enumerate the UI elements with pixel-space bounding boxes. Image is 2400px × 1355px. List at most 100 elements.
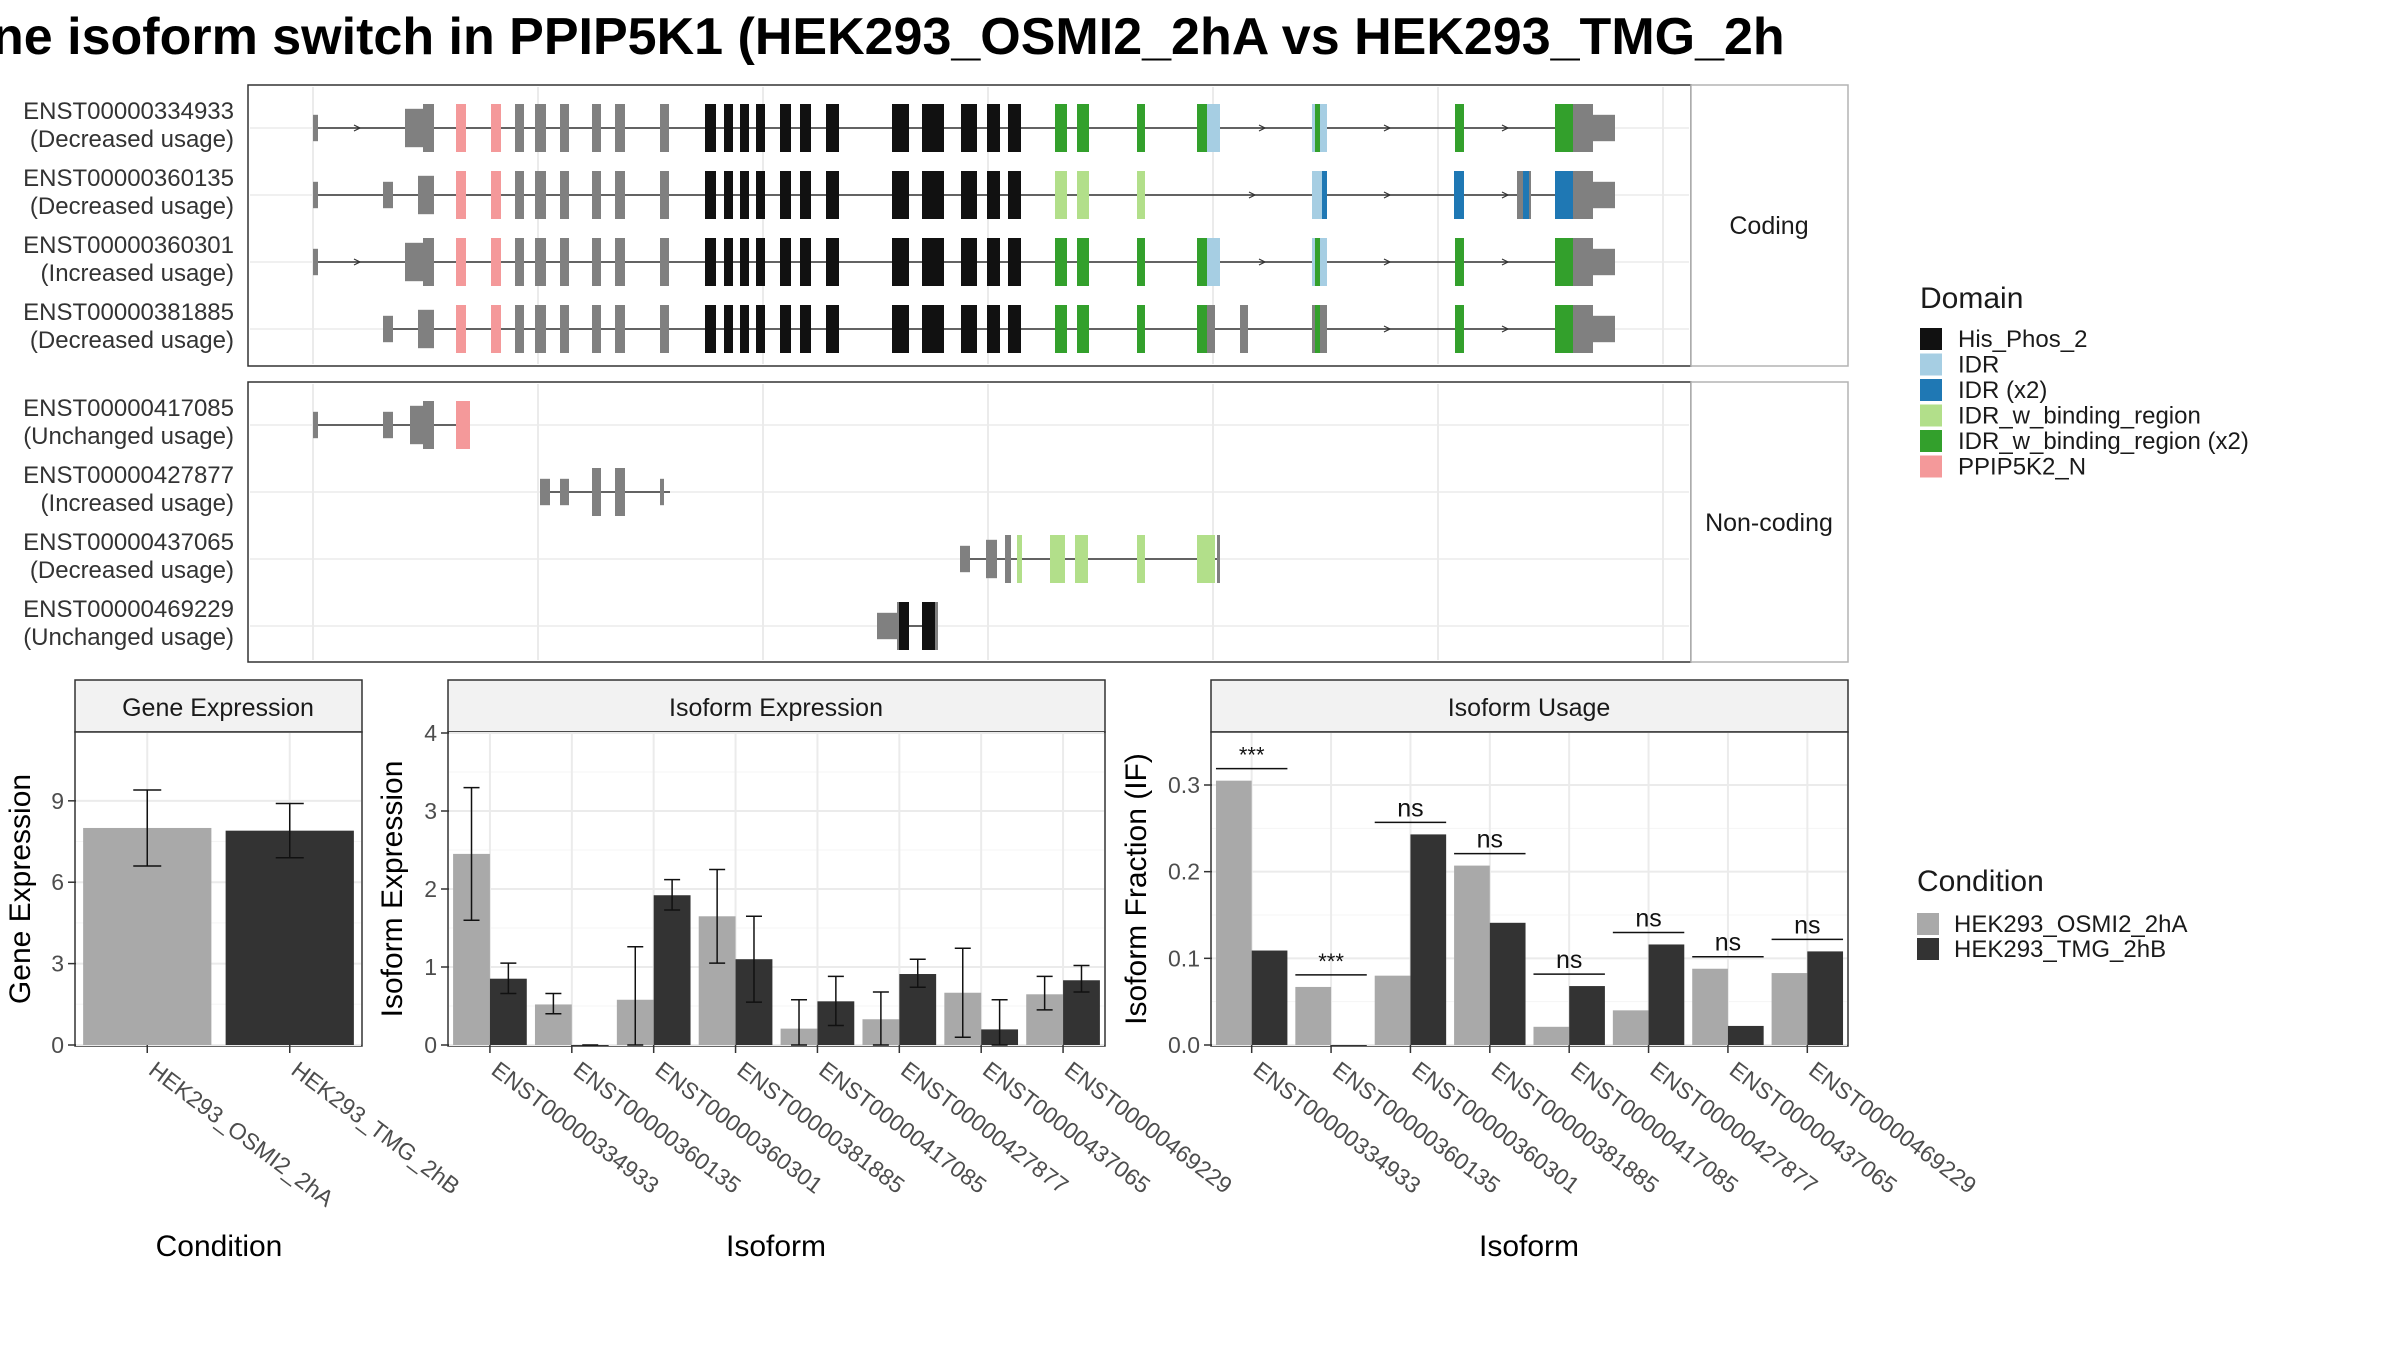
transcript-usage: (Unchanged usage) xyxy=(23,423,234,450)
exon-block xyxy=(423,401,434,449)
exon-block xyxy=(1593,315,1615,343)
bar xyxy=(1648,944,1685,1045)
significance-label: ns xyxy=(1794,911,1820,939)
strand-arrow xyxy=(1501,191,1510,199)
exon-block xyxy=(515,171,524,219)
isoform-expression-title: Isoform Expression xyxy=(669,694,883,722)
domain-block xyxy=(780,104,791,152)
domain-block xyxy=(1137,171,1145,219)
domain-block xyxy=(1137,104,1145,152)
exon-block xyxy=(423,238,434,286)
domain-block xyxy=(961,104,977,152)
isoform-usage-panel: Isoform Usage 0.00.10.20.3ENST0000033493… xyxy=(1120,679,1981,1263)
domain-block xyxy=(1555,305,1573,353)
isoform-expression-strip xyxy=(447,679,1106,733)
domain-block xyxy=(1315,238,1320,286)
legend-label: IDR (x2) xyxy=(1958,377,2047,404)
isoform-expression-ylabel: Isoform Expression xyxy=(376,761,409,1018)
domain-block xyxy=(1454,171,1464,219)
y-tick-label: 3 xyxy=(51,951,64,977)
domain-block xyxy=(1197,238,1207,286)
domain-block xyxy=(826,171,839,219)
domain-block xyxy=(826,305,839,353)
bar xyxy=(1807,951,1844,1045)
exon-block xyxy=(1573,171,1593,219)
domain-block xyxy=(1075,535,1088,583)
domain-block xyxy=(1077,305,1089,353)
domain-block xyxy=(922,104,944,152)
domain-block xyxy=(1008,104,1021,152)
bar xyxy=(1410,834,1447,1045)
domain-block xyxy=(705,305,716,353)
domain-block xyxy=(800,104,811,152)
domain-block xyxy=(961,171,977,219)
domain-block xyxy=(800,305,811,353)
exon-block xyxy=(660,104,669,152)
y-tick-label: 9 xyxy=(51,788,64,814)
y-tick-label: 0.3 xyxy=(1168,772,1200,798)
gene-expression-strip xyxy=(74,679,363,733)
exon-block xyxy=(935,602,938,650)
bar xyxy=(1612,1010,1649,1045)
exon-block xyxy=(1593,248,1615,276)
domain-block xyxy=(1197,305,1207,353)
domain-block xyxy=(1455,104,1464,152)
bar xyxy=(653,895,691,1045)
domain-block xyxy=(826,104,839,152)
transcript-track xyxy=(960,535,1220,583)
domain-block xyxy=(1197,535,1215,583)
isoform-expression-panel: Isoform Expression 01234ENST00000334933E… xyxy=(376,679,1237,1263)
domain-block xyxy=(456,401,470,449)
domain-block xyxy=(1077,171,1089,219)
domain-block xyxy=(705,104,716,152)
domain-block xyxy=(1077,104,1089,152)
significance-label: ns xyxy=(1556,946,1582,974)
exon-block xyxy=(313,248,318,276)
significance-label: *** xyxy=(1318,949,1344,974)
structure-tracks xyxy=(313,104,1615,650)
exon-block xyxy=(418,175,434,215)
domain-block xyxy=(892,238,909,286)
exon-block xyxy=(560,171,569,219)
noncoding-strip-label: Non-coding xyxy=(1705,509,1833,537)
domain-block xyxy=(1315,104,1320,152)
transcript-id: ENST00000417085 xyxy=(23,395,234,422)
exon-block xyxy=(383,181,393,209)
exon-block xyxy=(660,238,669,286)
legend-label-condition-a: HEK293_OSMI2_2hA xyxy=(1954,911,2187,938)
exon-block xyxy=(418,309,434,349)
domain-block xyxy=(800,238,811,286)
domain-block xyxy=(1207,238,1220,286)
exon-block xyxy=(1573,238,1593,286)
bar xyxy=(1533,1026,1570,1045)
legend-label: IDR_w_binding_region xyxy=(1958,403,2201,430)
legend-swatch-condition-a xyxy=(1917,913,1939,935)
transcript-usage: (Decreased usage) xyxy=(30,557,234,584)
legend-swatch xyxy=(1920,404,1942,427)
exon-block xyxy=(1005,535,1011,583)
domain-block xyxy=(922,305,944,353)
domain-block xyxy=(987,238,1000,286)
transcript-usage: (Increased usage) xyxy=(41,260,234,287)
exon-block xyxy=(560,238,569,286)
y-tick-label: 1 xyxy=(424,954,437,980)
y-tick-label: 2 xyxy=(424,876,437,902)
noncoding-panel xyxy=(247,381,1692,663)
coding-strip-label: Coding xyxy=(1729,212,1808,240)
domain-block xyxy=(892,171,909,219)
domain-block xyxy=(1523,171,1529,219)
exon-block xyxy=(535,104,546,152)
bar xyxy=(1771,973,1808,1045)
isoform-usage-xlabel: Isoform xyxy=(1479,1230,1579,1263)
transcript-usage: (Unchanged usage) xyxy=(23,624,234,651)
domain-block xyxy=(756,305,765,353)
domain-block xyxy=(780,171,791,219)
y-tick-label: 6 xyxy=(51,869,64,895)
exon-block xyxy=(313,114,318,142)
strand-arrow xyxy=(1501,124,1510,132)
legend-label-condition-b: HEK293_TMG_2hB xyxy=(1954,936,2166,963)
domain-block xyxy=(892,305,909,353)
